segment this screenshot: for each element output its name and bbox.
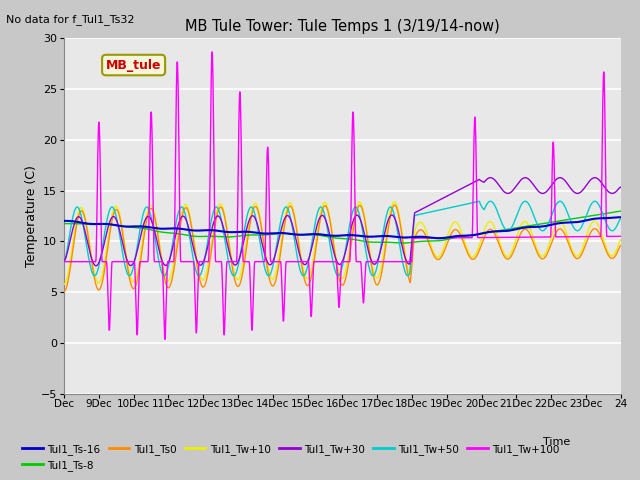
- Text: Time: Time: [543, 437, 570, 447]
- Text: MB_tule: MB_tule: [106, 59, 161, 72]
- Title: MB Tule Tower: Tule Temps 1 (3/19/14-now): MB Tule Tower: Tule Temps 1 (3/19/14-now…: [185, 20, 500, 35]
- Text: No data for f_Tul1_Ts32: No data for f_Tul1_Ts32: [6, 14, 135, 25]
- Legend: Tul1_Ts-16, Tul1_Ts-8, Tul1_Ts0, Tul1_Tw+10, Tul1_Tw+30, Tul1_Tw+50, Tul1_Tw+100: Tul1_Ts-16, Tul1_Ts-8, Tul1_Ts0, Tul1_Tw…: [18, 439, 564, 475]
- Y-axis label: Temperature (C): Temperature (C): [25, 165, 38, 267]
